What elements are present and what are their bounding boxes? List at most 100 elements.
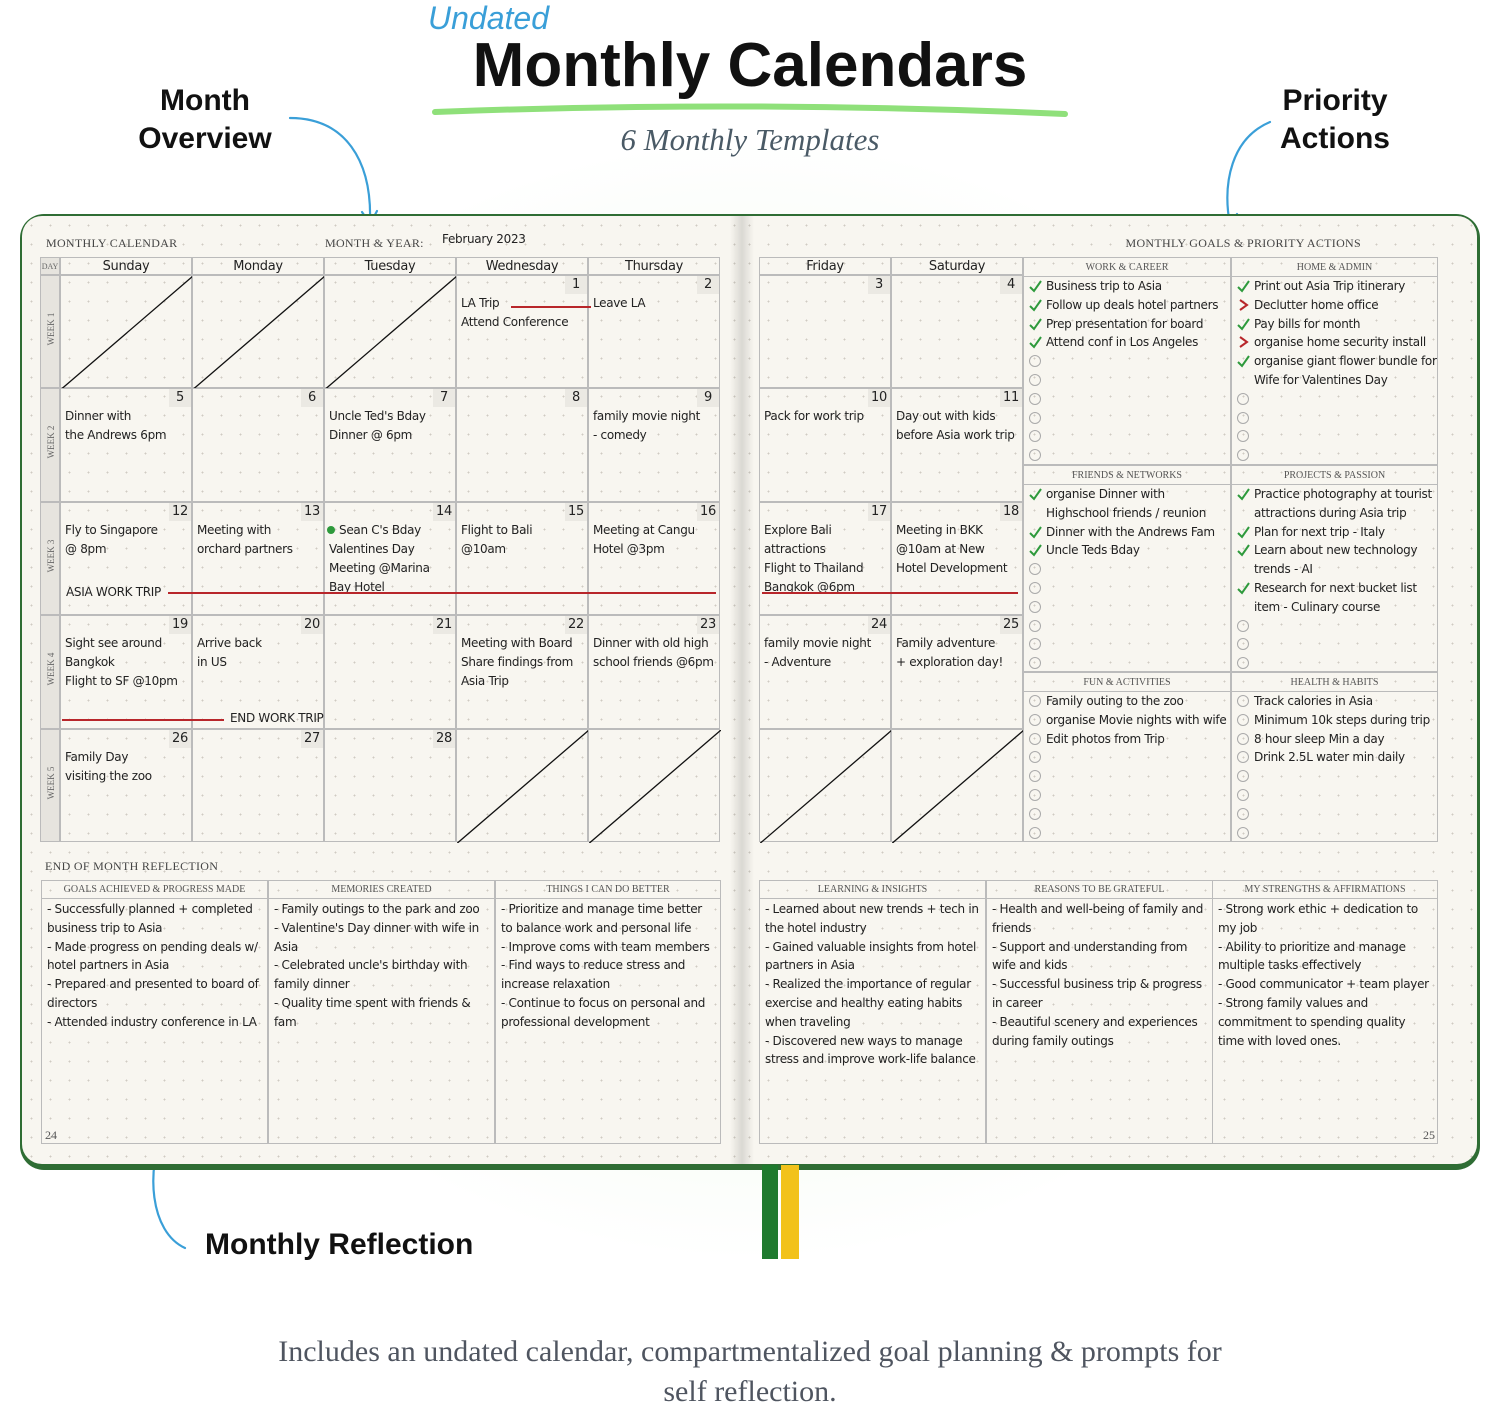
status-icon [1029, 544, 1042, 557]
empty-checkbox [1026, 352, 1230, 371]
page-label: MONTHLY CALENDAR [46, 236, 178, 250]
callout: Priority Actions [1279, 84, 1390, 155]
day-header: Monday [192, 257, 324, 275]
goal-list: Print out Asia Trip itinerary Declutter h… [1234, 277, 1437, 464]
goal-section-title: WORK & CAREER [1024, 258, 1230, 277]
goal-text: Minimum 10k steps during trip [1254, 712, 1430, 727]
day-number: 28 [433, 729, 455, 748]
cell-text: Pack for work trip [764, 407, 888, 426]
reflection-list: - Learned about new trends + tech in the… [765, 900, 980, 1069]
cell-line: Hotel @3pm [593, 541, 665, 556]
day-number: 8 [565, 389, 587, 408]
status-icon [1029, 713, 1041, 726]
goal-text: Pay bills for month [1254, 316, 1361, 331]
goal-text: Print out Asia Trip itinerary [1254, 279, 1406, 293]
blank-slash [760, 729, 892, 843]
empty-checkbox [1026, 409, 1230, 428]
goal-item: Research for next bucket list item - Cul… [1234, 579, 1437, 617]
day-cell: 1 LA Trip Attend Conference [456, 275, 588, 389]
goal-text: Practice photography at tourist attracti… [1254, 487, 1432, 520]
reflection-box-title: LEARNING & INSIGHTS [760, 881, 985, 899]
cell-line: + exploration day! [896, 655, 1004, 670]
cell-line: family movie night [764, 636, 871, 651]
day-cell [456, 728, 589, 843]
cell-line: Meeting in BKK [896, 522, 983, 537]
empty-checkbox [1026, 786, 1230, 805]
goal-list: Practice photography at tourist attracti… [1234, 485, 1437, 671]
cell-text: Dinner with old high school friends @6pm [593, 634, 717, 672]
reflection-list: - Health and well-being of family and fr… [992, 900, 1207, 1050]
cell-line: attractions [764, 541, 826, 556]
checkbox [1029, 751, 1041, 764]
day-number: 20 [301, 616, 323, 635]
empty-checkbox [1026, 748, 1230, 767]
checkbox [1237, 619, 1249, 632]
reflection-item: - Learned about new trends + tech in the… [765, 902, 979, 935]
goal-text: Edit photos from Trip [1046, 731, 1165, 746]
goal-section-title: FRIENDS & NETWORKS [1024, 466, 1230, 485]
day-number: 22 [565, 616, 587, 635]
reflection-box: MEMORIES CREATED - Family outings to the … [268, 880, 495, 1144]
trip-line [511, 306, 591, 308]
goal-item: Attend conf in Los Angeles [1026, 333, 1230, 352]
reflection-item: - Health and well-being of family and fr… [992, 902, 1204, 935]
day-cell [324, 275, 457, 390]
reflection-item: - Beautiful scenery and experiences duri… [992, 1014, 1198, 1048]
goal-item: Pay bills for month [1234, 315, 1437, 334]
goal-item: Follow up deals hotel partners [1026, 296, 1230, 315]
day-number: 9 [697, 389, 719, 408]
arrow [288, 116, 372, 224]
cell-line: Day out with kids [896, 409, 996, 424]
page-label: MONTHLY GOALS & PRIORITY ACTIONS [1125, 236, 1361, 250]
reflection-box-title: THINGS I CAN DO BETTER [496, 881, 720, 899]
day-cell: 27 [192, 728, 324, 842]
week-label: WEEK 4 [46, 652, 56, 686]
day-cell: 28 [324, 728, 456, 842]
day-cell [60, 275, 193, 390]
day-cell: 11 Day out with kids before Asia work trip [891, 388, 1023, 502]
page-number: 24 [45, 1128, 57, 1142]
day-cell: 3 [759, 275, 891, 389]
day-number: 2 [697, 276, 719, 294]
goal-item: Track calories in Asia [1234, 692, 1437, 711]
day-cell: 26 Family Day visiting the zoo [60, 728, 192, 842]
empty-checkbox [1026, 598, 1230, 617]
cell-text: Uncle Ted's Bday Dinner @ 6pm [329, 407, 453, 445]
status-icon [1237, 280, 1250, 293]
day-cell [192, 275, 325, 390]
goal-text: Dinner with the Andrews Fam [1046, 524, 1215, 539]
week-label: WEEK 5 [46, 766, 56, 799]
day-number: 6 [301, 389, 323, 408]
day-number: 7 [433, 389, 455, 408]
reflection-item: - Good communicator + team player [1218, 977, 1429, 992]
goal-section: WORK & CAREER Business trip to Asia Follow… [1023, 257, 1231, 465]
empty-checkbox [1234, 427, 1437, 446]
day-cell: 7 Uncle Ted's Bday Dinner @ 6pm [324, 388, 456, 502]
checkbox [1237, 449, 1249, 462]
goal-list: Family outing to the zoo organise Movie n… [1026, 692, 1230, 841]
reflection-item: - Strong family values and commitment to… [1218, 995, 1406, 1048]
day-header: Saturday [891, 257, 1023, 275]
cell-text: Fly to Singapore @ 8pm [65, 521, 189, 559]
reflection-box-title: GOALS ACHIEVED & PROGRESS MADE [42, 881, 267, 899]
status-icon [1029, 280, 1042, 293]
checkbox [1237, 807, 1249, 820]
checkbox [1029, 373, 1041, 386]
status-icon [1237, 526, 1250, 539]
reflection-list: - Prioritize and manage time better to b… [501, 900, 715, 1032]
trip-banner: ASIA WORK TRIP [66, 584, 161, 599]
goal-item: organise Movie nights with wife [1026, 711, 1230, 730]
status-icon [1029, 732, 1041, 745]
goal-text: organise giant flower bundle for Wife fo… [1254, 354, 1437, 387]
checkbox [1029, 807, 1041, 820]
week-label: WEEK 2 [46, 426, 56, 459]
checkbox [1029, 619, 1041, 632]
cell-line: Sight see around [65, 636, 162, 651]
day-cell: 18 Meeting in BKK @10am at New Hotel Develo… [891, 501, 1023, 616]
day-cell: 2 Leave LA [588, 275, 720, 389]
cell-text: Meeting in BKK @10am at New Hotel Developm… [896, 521, 1020, 578]
day-header: Tuesday [324, 257, 456, 275]
cell-line: Bay Hotel [329, 579, 385, 594]
goal-list: Business trip to Asia Follow up deals hot… [1026, 277, 1230, 464]
reflection-box-title: MY STRENGTHS & AFFIRMATIONS [1213, 881, 1437, 899]
